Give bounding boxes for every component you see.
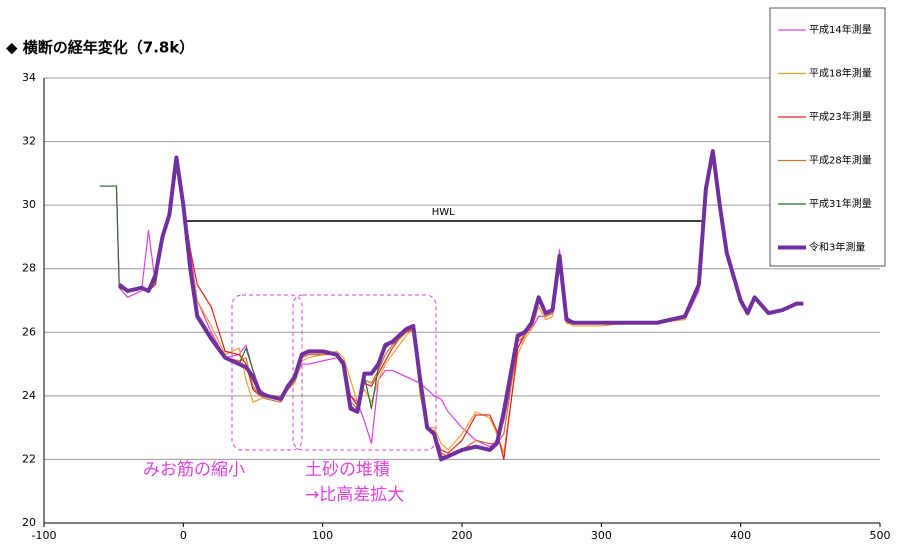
y-tick-label: 32 <box>22 135 36 148</box>
y-tick-label: 24 <box>22 389 36 402</box>
y-tick-label: 22 <box>22 452 36 465</box>
annotation-box <box>292 294 437 451</box>
y-tick-label: 30 <box>22 198 36 211</box>
series-line <box>118 153 756 454</box>
hwl-label: HWL <box>432 207 455 218</box>
legend-label: 平成23年測量 <box>809 110 872 123</box>
x-tick-label: 0 <box>180 529 187 542</box>
series-line <box>118 149 804 462</box>
chart-title: ◆ 横断の経年変化（7.8k） <box>6 39 194 57</box>
y-tick-label: 28 <box>22 262 36 275</box>
series-line <box>118 150 769 457</box>
x-tick-label: 400 <box>730 529 751 542</box>
legend-label: 平成18年測量 <box>809 67 872 80</box>
x-tick-label: 200 <box>452 529 473 542</box>
legend-label: 平成31年測量 <box>809 197 872 210</box>
legend-label: 平成28年測量 <box>809 154 872 167</box>
legend-label: 令和3年測量 <box>809 241 865 254</box>
legend-box <box>769 7 886 267</box>
y-tick-label: 34 <box>22 71 36 84</box>
series-line <box>99 153 756 448</box>
x-tick-label: -100 <box>32 529 57 542</box>
annotation-box <box>231 294 303 451</box>
y-tick-label: 20 <box>22 516 36 529</box>
annotation: →比高差拡大 <box>305 485 404 505</box>
series-line <box>118 150 756 461</box>
annotation: みお筋の縮小 <box>143 460 245 480</box>
x-tick-label: 300 <box>591 529 612 542</box>
annotation: 土砂の堆積 <box>305 460 390 480</box>
x-tick-label: 500 <box>870 529 891 542</box>
y-tick-label: 26 <box>22 325 36 338</box>
legend-label: 平成14年測量 <box>809 23 872 36</box>
x-tick-label: 100 <box>312 529 333 542</box>
series-line <box>99 150 783 457</box>
